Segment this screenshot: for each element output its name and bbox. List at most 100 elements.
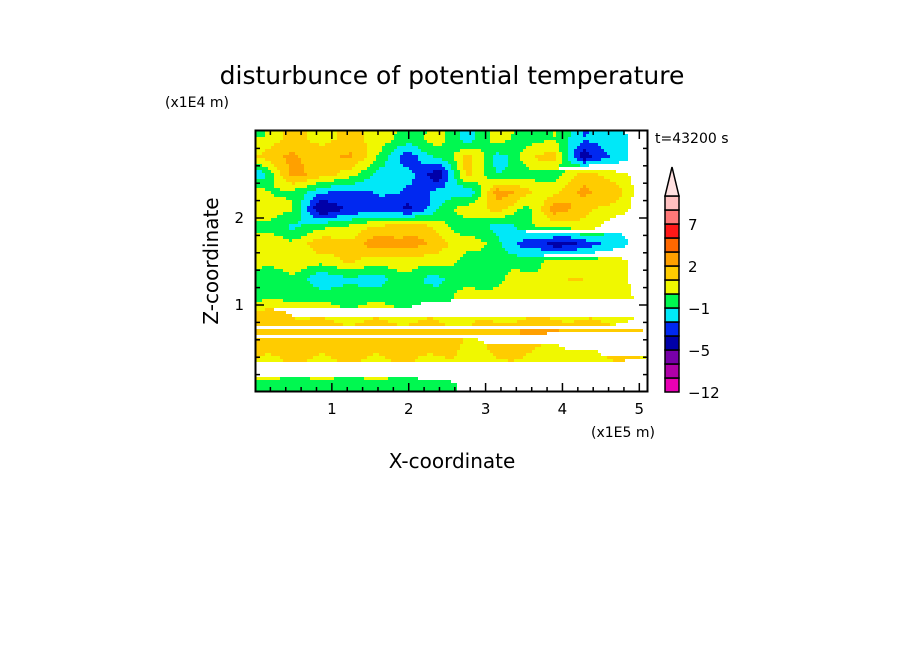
contour-fill-level-8 <box>337 137 364 140</box>
contour-fill-level-6 <box>451 227 490 230</box>
contour-fill-level-7 <box>322 263 454 266</box>
contour-fill-level-6 <box>385 302 421 305</box>
contour-fill-level-7 <box>427 131 445 134</box>
contour-fill-level-7 <box>472 155 484 158</box>
contour-fill-level-4 <box>400 161 421 164</box>
contour-fill-level-6 <box>301 269 397 272</box>
contour-fill-level-4 <box>409 167 445 170</box>
contour-fill-level-7 <box>313 356 331 359</box>
contour-fill-level-7 <box>364 377 388 380</box>
contour-fill-level-6 <box>484 170 496 173</box>
contour-fill-level-3 <box>313 206 343 209</box>
contour-fill-level-8 <box>547 197 619 200</box>
contour-fill-level-5 <box>385 164 403 167</box>
contour-fill-level-7 <box>481 194 487 197</box>
contour-fill-level-8 <box>274 143 319 146</box>
contour-fill-level-7 <box>529 188 562 191</box>
contour-fill-level-7 <box>364 131 397 134</box>
contour-fill-level-7 <box>307 233 358 236</box>
contour-fill-level-7 <box>289 272 295 275</box>
contour-fill-level-5 <box>490 224 514 227</box>
colorbar-box-12 <box>664 209 680 225</box>
contour-fill-level-6 <box>412 269 511 272</box>
contour-fill-level-6 <box>256 182 274 185</box>
contour-fill-level-8 <box>541 209 550 212</box>
contour-fill-level-8 <box>310 245 367 248</box>
contour-fill-level-7 <box>457 206 487 209</box>
contour-fill-level-8 <box>565 185 583 188</box>
contour-fill-level-8 <box>325 353 373 356</box>
contour-fill-level-4 <box>313 197 430 200</box>
contour-fill-level-4 <box>577 146 601 149</box>
contour-fill-level-8 <box>337 131 364 134</box>
contour-fill-level-7 <box>256 377 280 380</box>
contour-fill-level-7 <box>424 254 463 257</box>
contour-fill-level-6 <box>475 191 481 194</box>
contour-fill-level-6 <box>559 146 568 149</box>
contour-fill-level-7 <box>256 239 289 242</box>
contour-fill-level-7 <box>532 350 598 353</box>
contour-fill-level-6 <box>508 164 526 167</box>
colorbar: −12−5−127 <box>664 166 720 402</box>
contour-fill-level-6 <box>295 272 316 275</box>
contour-fill-level-8 <box>589 188 622 191</box>
contour-fill-level-8 <box>538 158 556 161</box>
contour-fill-level-6 <box>448 161 457 164</box>
colorbar-box-9 <box>664 251 680 267</box>
contour-fill-level-6 <box>454 230 493 233</box>
contour-fill-level-5 <box>601 158 628 161</box>
contour-fill-level-6 <box>559 143 568 146</box>
contour-fill-level-8 <box>514 191 532 194</box>
contour-fill-level-3 <box>316 203 337 206</box>
contour-fill-level-7 <box>463 215 505 218</box>
contour-fill-level-7 <box>454 152 484 155</box>
contour-fill-level-5 <box>430 197 451 200</box>
contour-fill-level-7 <box>427 224 448 227</box>
contour-fill-level-7 <box>367 155 376 158</box>
contour-fill-level-7 <box>433 227 451 230</box>
contour-fill-level-8 <box>256 320 334 323</box>
contour-fill-level-8 <box>475 320 493 323</box>
contour-fill-level-7 <box>520 158 538 161</box>
contour-fill-level-4 <box>517 242 547 245</box>
contour-fill-level-6 <box>445 134 460 137</box>
contour-fill-level-4 <box>403 164 442 167</box>
contour-fill-level-6 <box>454 176 460 179</box>
contour-fill-level-9 <box>580 194 586 197</box>
contour-fill-level-7 <box>334 320 364 323</box>
contour-fill-level-7 <box>562 173 577 176</box>
contour-fill-level-8 <box>280 170 289 173</box>
contour-fill-level-5 <box>301 215 313 218</box>
contour-fill-level-6 <box>256 299 262 302</box>
contour-fill-level-8 <box>493 185 520 188</box>
contour-fill-level-5 <box>601 146 628 149</box>
contour-fill-level-5 <box>493 161 508 164</box>
contour-fill-level-3 <box>433 179 439 182</box>
contour-fill-level-7 <box>556 155 562 158</box>
contour-fill-level-6 <box>352 218 532 221</box>
y-axis-label: Z-coordinate <box>199 197 223 324</box>
contour-fill-level-8 <box>271 161 286 164</box>
contour-fill-level-7 <box>445 323 472 326</box>
colorbar-label: −12 <box>688 384 720 402</box>
contour-fill-level-7 <box>319 176 349 179</box>
contour-fill-level-8 <box>358 233 439 236</box>
contour-fill-level-7 <box>256 149 265 152</box>
contour-fill-level-5 <box>604 149 628 152</box>
contour-fill-level-8 <box>433 353 457 356</box>
contour-fill-level-9 <box>340 155 352 158</box>
contour-fill-level-9 <box>349 152 352 155</box>
contour-fill-level-5 <box>289 227 295 230</box>
contour-fill-level-6 <box>511 134 553 137</box>
contour-fill-level-5 <box>301 200 310 203</box>
colorbar-label: −1 <box>688 300 710 318</box>
contour-fill-level-6 <box>379 152 391 155</box>
contour-fill-level-7 <box>307 131 337 134</box>
contour-fill-level-8 <box>508 194 526 197</box>
contour-fill-level-6 <box>457 179 463 182</box>
chart-title: disturbunce of potential temperature <box>220 61 685 90</box>
contour-fill-level-7 <box>355 260 457 263</box>
contour-fill-level-7 <box>388 320 418 323</box>
x-tick-label: 3 <box>481 400 491 418</box>
contour-fill-level-5 <box>442 164 451 167</box>
